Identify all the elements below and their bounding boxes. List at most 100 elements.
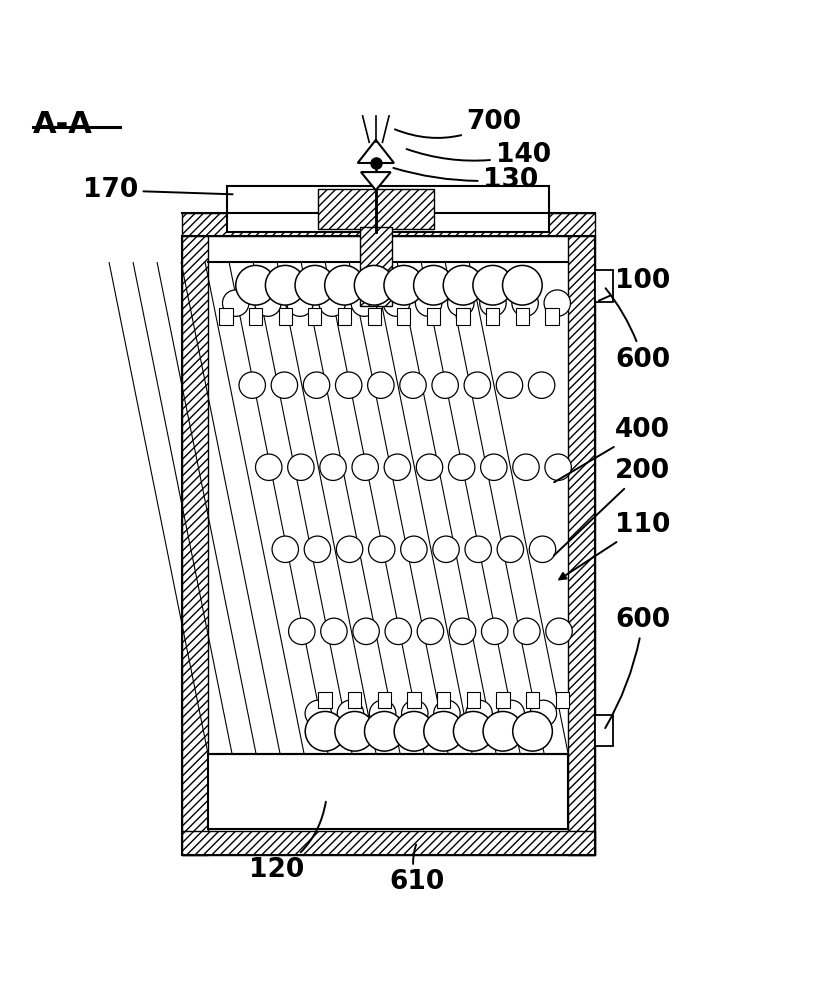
Bar [368,308,381,325]
Circle shape [448,290,474,316]
Circle shape [546,618,572,645]
Text: 600: 600 [605,288,671,373]
Circle shape [335,372,362,398]
Bar [182,236,595,855]
Circle shape [303,372,330,398]
Bar [208,754,568,829]
Bar [545,308,558,325]
Text: 140: 140 [406,142,551,168]
Bar [457,308,470,325]
Bar [220,308,233,325]
Circle shape [304,536,330,563]
Circle shape [512,290,539,316]
Circle shape [337,700,363,727]
Circle shape [444,265,483,305]
Bar [377,692,391,708]
Text: A-A: A-A [33,110,93,139]
Circle shape [400,372,426,398]
Bar [526,692,539,708]
Circle shape [295,265,335,305]
Circle shape [497,536,524,563]
Polygon shape [358,140,394,163]
Bar [348,692,361,708]
Circle shape [465,536,491,563]
Circle shape [239,372,265,398]
Circle shape [424,711,463,751]
Circle shape [369,700,396,727]
Circle shape [449,454,475,480]
Circle shape [414,265,453,305]
Bar [568,236,595,855]
Text: 130: 130 [393,167,539,193]
Circle shape [453,711,493,751]
Bar [496,692,510,708]
Text: 400: 400 [554,417,671,482]
Bar [515,308,529,325]
Bar [319,692,332,708]
Circle shape [384,265,424,305]
Circle shape [235,265,275,305]
Circle shape [480,290,506,316]
Circle shape [271,372,297,398]
Circle shape [502,265,542,305]
Circle shape [513,454,539,480]
Bar [182,213,595,236]
Circle shape [352,454,378,480]
Circle shape [325,265,364,305]
Circle shape [481,454,507,480]
Circle shape [320,454,346,480]
Circle shape [353,618,379,645]
Circle shape [483,711,523,751]
Circle shape [472,265,512,305]
Bar [318,189,434,229]
Bar [595,270,613,302]
Circle shape [368,536,395,563]
Circle shape [513,711,553,751]
Circle shape [288,618,315,645]
Text: 610: 610 [390,845,444,895]
Bar [182,236,208,855]
Bar [467,692,480,708]
Circle shape [514,618,540,645]
Bar [486,308,499,325]
Circle shape [354,265,394,305]
Bar [308,308,321,325]
Circle shape [433,536,459,563]
Circle shape [319,290,345,316]
Circle shape [545,454,572,480]
Circle shape [254,290,281,316]
Bar [227,186,549,232]
Bar [338,308,351,325]
Circle shape [466,700,492,727]
Bar [397,308,411,325]
Circle shape [336,536,363,563]
Circle shape [394,711,434,751]
Polygon shape [361,172,391,190]
Circle shape [368,372,394,398]
Bar [407,692,420,708]
Circle shape [482,618,508,645]
Circle shape [498,700,525,727]
Circle shape [222,290,249,316]
Circle shape [305,700,331,727]
Text: 600: 600 [605,607,671,728]
Bar [427,308,440,325]
Circle shape [529,372,555,398]
Circle shape [385,618,411,645]
Circle shape [335,711,374,751]
Text: 100: 100 [599,268,671,301]
Circle shape [401,536,427,563]
Circle shape [416,454,443,480]
Text: 110: 110 [559,512,671,579]
Circle shape [255,454,282,480]
Circle shape [383,290,410,316]
Circle shape [401,700,428,727]
Circle shape [287,454,314,480]
Circle shape [434,700,460,727]
Circle shape [384,454,411,480]
Circle shape [351,290,377,316]
Bar [278,308,292,325]
Circle shape [449,618,476,645]
Text: 120: 120 [249,802,325,883]
Text: 700: 700 [395,109,522,138]
